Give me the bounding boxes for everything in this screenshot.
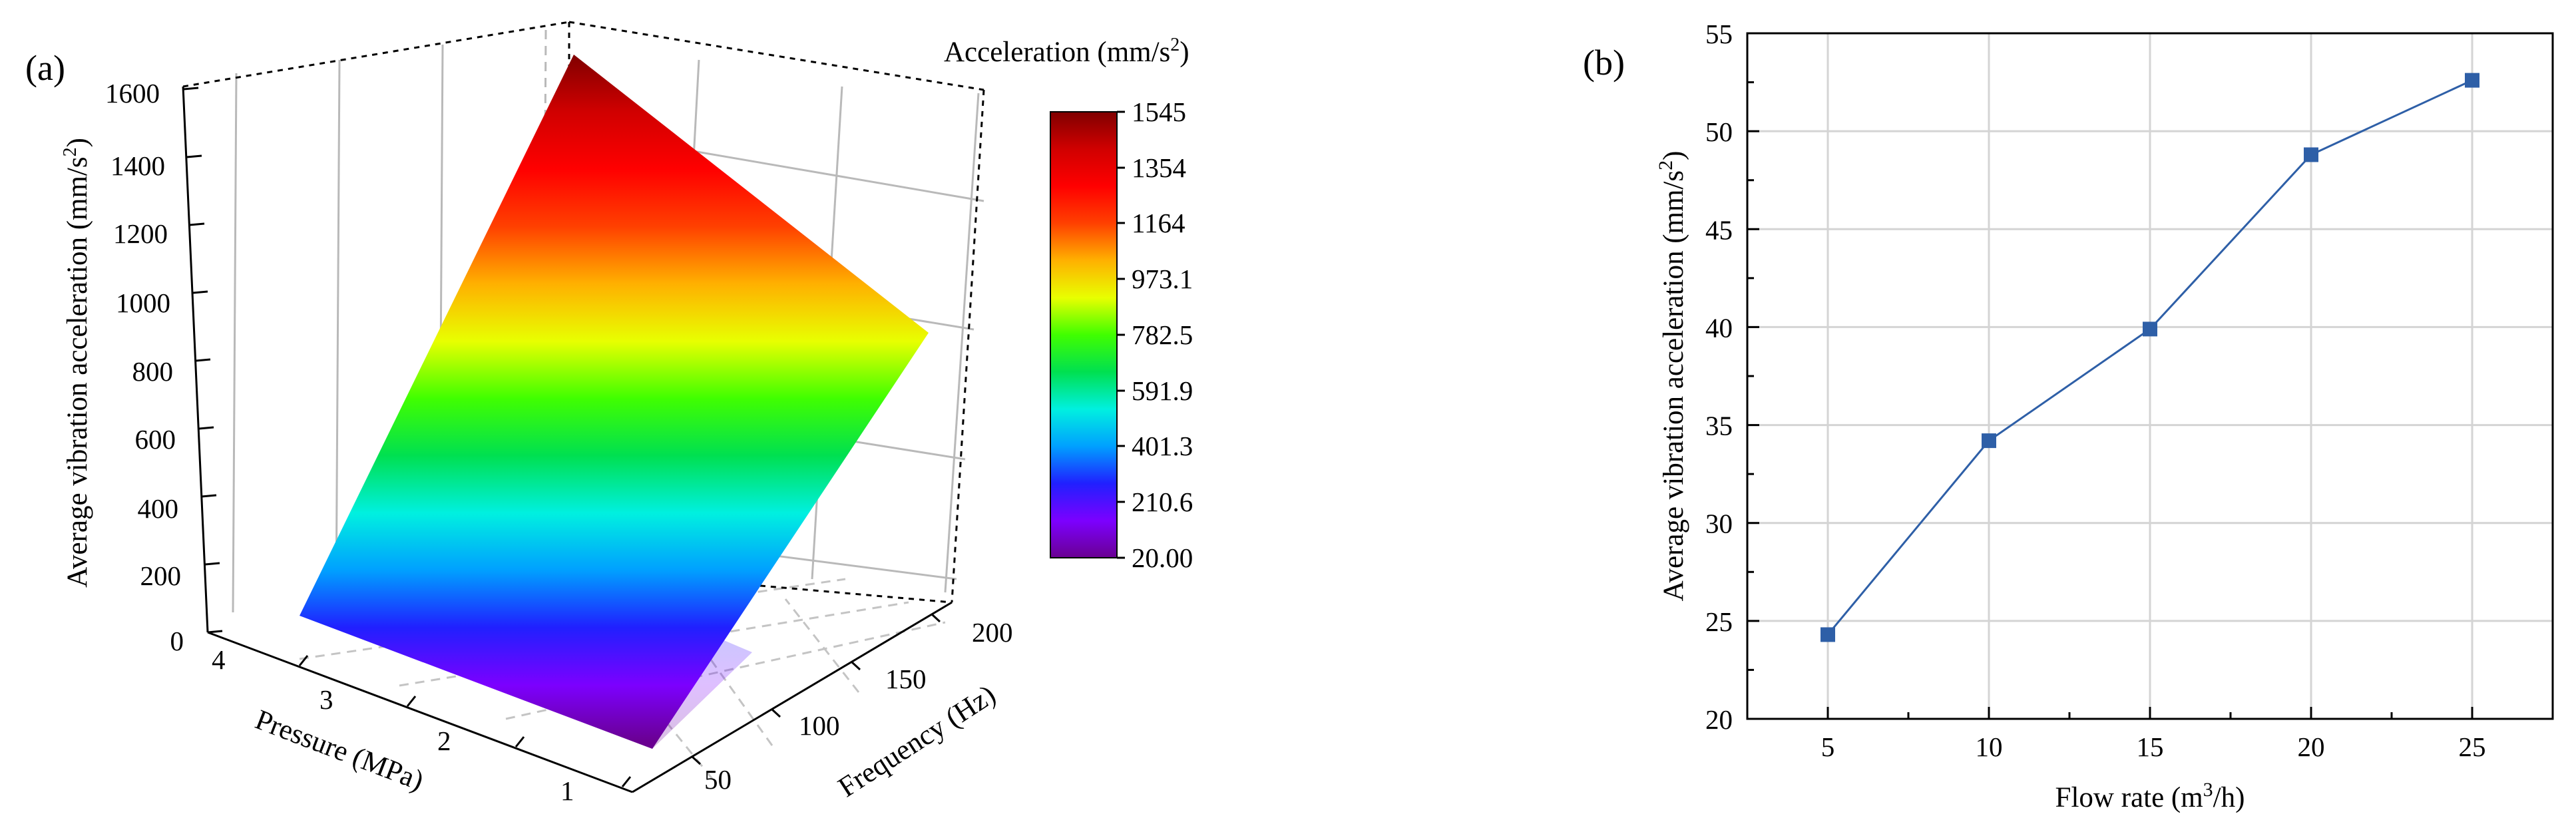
z-tick-mark [183,87,199,91]
z-tick-label: 1600 [105,78,160,108]
panel-a-label: (a) [25,48,65,88]
panel-b-markers [1821,73,2479,642]
frequency-tick-mark [691,755,702,765]
panel-b-y-tick-label: 35 [1705,411,1733,441]
surface-shading [300,503,752,749]
pressure-tick-label: 4 [212,644,226,675]
panel-b-data-point [2304,147,2318,162]
pressure-tick-label: 3 [320,684,333,715]
colorbar-label: 401.3 [1132,431,1193,461]
z-tick-mark [192,290,208,294]
frequency-tick-mark [771,708,781,718]
panel-b-x-tick-label: 15 [2137,732,2164,762]
z-tick-mark [195,358,211,362]
panel-b-y-axis-title: Average vibration acceleration (mm/s2) [1655,151,1689,602]
z-tick-mark [198,426,214,430]
z-tick-mark [189,222,205,226]
z-tick-mark [201,494,217,498]
colorbar-labels: 1545 1354 1164 973.1 782.5 591.9 401.3 2… [1117,97,1193,573]
z-axis-title: Average vibration acceleration (mm/s2) [60,138,93,588]
z-tick-label: 200 [140,560,182,591]
panel-b-grid [1747,33,2553,719]
panel-b-data-point [1821,627,1835,642]
box-top-back [182,21,570,88]
z-tick-label: 1400 [110,150,165,181]
pressure-tick-label: 2 [437,726,451,756]
panel-b-y-tick-label: 45 [1705,214,1733,245]
z-tick-label: 1200 [113,218,168,249]
frequency-tick-mark [931,613,941,623]
panel-b-chart: (b) 5 10 15 20 25 20 25 30 35 40 45 50 55 Flow rate… [1583,19,2554,813]
back-grid-v1 [232,73,238,613]
z-tick-label: 0 [170,626,184,656]
pressure-tick-mark [298,655,309,666]
floor-grid-6 [784,598,860,693]
panel-b-x-tick-label: 25 [2459,732,2486,762]
panel-b-x-tick-label: 5 [1821,732,1835,762]
frequency-tick-label: 100 [799,710,840,741]
colorbar-title: Acceleration (mm/s2) [944,35,1189,68]
frequency-tick-mark [851,661,861,671]
frequency-tick-label: 50 [704,764,732,795]
panel-b-y-tick-label: 20 [1705,704,1733,735]
colorbar-label: 1545 [1132,97,1186,127]
pressure-tick-mark [621,776,632,787]
colorbar-label: 210.6 [1132,487,1193,517]
pressure-axis-line [207,631,633,793]
z-tick-mark [207,630,223,634]
panel-a-chart: (a) [25,21,1193,806]
side-grid-v3 [944,93,980,593]
panel-b-label: (b) [1583,43,1625,83]
panel-b-x-tick-label: 20 [2298,732,2325,762]
pressure-tick-mark [406,696,417,707]
panel-b-y-ticks: 20 25 30 35 40 45 50 55 [1705,19,1759,735]
z-tick-label: 600 [135,424,176,455]
frequency-axis-ticks: 50 100 150 200 [691,613,1013,795]
panel-b-y-tick-label: 40 [1705,312,1733,343]
colorbar-label: 782.5 [1132,319,1193,350]
frequency-axis-title: Frequency (Hz) [833,679,1001,803]
pressure-tick-label: 1 [560,775,574,806]
pressure-axis-ticks: 4 3 2 1 [212,644,632,806]
box-right-vertical [951,89,985,603]
box-top-side [568,21,984,91]
panel-b-data-point [2143,321,2157,337]
frequency-tick-label: 200 [972,617,1013,648]
colorbar-label: 973.1 [1132,264,1193,294]
z-tick-label: 800 [132,356,174,387]
panel-b-x-ticks: 5 10 15 20 25 [1821,707,2486,762]
panel-b-y-tick-label: 55 [1705,19,1733,49]
panel-b-x-tick-label: 10 [1976,732,2003,762]
pressure-axis-title: Pressure (MPa) [251,704,427,797]
colorbar-label: 591.9 [1132,375,1193,406]
back-grid-v2 [335,59,341,600]
panel-b-data-point [2465,73,2479,88]
frequency-tick-label: 150 [885,664,927,694]
z-tick-label: 1000 [116,288,170,318]
z-axis-ticks: 0 200 400 600 800 1000 1200 1400 1600 [105,78,223,656]
z-tick-mark [186,154,202,158]
z-tick-mark [204,562,220,566]
z-axis-line [182,86,209,633]
colorbar-gradient [1050,111,1118,558]
panel-b-y-tick-label: 30 [1705,509,1733,539]
panel-b-data-point [1982,433,1996,449]
panel-b-y-tick-label: 50 [1705,116,1733,147]
panel-b-y-tick-label: 25 [1705,606,1733,637]
frequency-axis-line [632,601,953,793]
colorbar-label: 1354 [1132,152,1186,183]
z-tick-label: 400 [138,493,179,524]
colorbar: Acceleration (mm/s2) 1545 1354 1164 973.… [944,35,1193,573]
panel-b-x-axis-title: Flow rate (m3/h) [2055,779,2245,813]
colorbar-label: 20.00 [1132,542,1193,573]
colorbar-label: 1164 [1132,208,1185,238]
pressure-tick-mark [515,736,525,747]
